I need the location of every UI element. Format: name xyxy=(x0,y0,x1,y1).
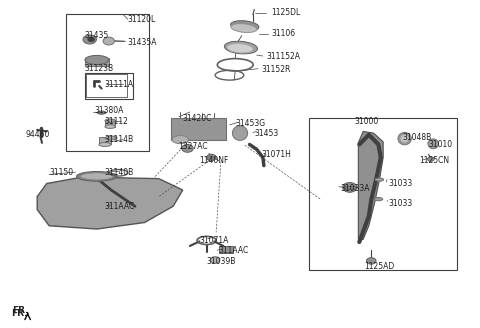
Ellipse shape xyxy=(99,143,111,146)
Text: 31435: 31435 xyxy=(85,31,109,40)
Bar xyxy=(66,14,149,151)
Circle shape xyxy=(206,154,216,161)
Ellipse shape xyxy=(97,111,106,114)
Ellipse shape xyxy=(105,125,116,128)
Ellipse shape xyxy=(105,136,117,140)
Text: 31071H: 31071H xyxy=(262,150,291,159)
Text: 1125DL: 1125DL xyxy=(271,8,300,17)
Text: 31048B: 31048B xyxy=(402,133,432,142)
Polygon shape xyxy=(37,177,183,229)
Text: 311AAC: 311AAC xyxy=(104,202,134,211)
Bar xyxy=(345,186,355,189)
Text: 31123B: 31123B xyxy=(85,64,114,72)
Ellipse shape xyxy=(428,139,439,149)
Text: 1327AC: 1327AC xyxy=(178,142,207,151)
Ellipse shape xyxy=(232,126,248,140)
Bar xyxy=(105,120,116,127)
Text: 31033: 31033 xyxy=(388,179,412,188)
Circle shape xyxy=(182,145,193,152)
Text: 1140NF: 1140NF xyxy=(199,156,229,165)
Ellipse shape xyxy=(76,172,117,181)
Ellipse shape xyxy=(400,134,409,143)
Ellipse shape xyxy=(224,41,258,54)
Text: 31111A: 31111A xyxy=(104,80,133,89)
Text: FR.: FR. xyxy=(12,306,28,315)
Text: 31039B: 31039B xyxy=(206,257,236,266)
Circle shape xyxy=(428,157,434,161)
Circle shape xyxy=(103,37,115,45)
Text: 311152A: 311152A xyxy=(266,52,300,61)
Ellipse shape xyxy=(231,24,257,32)
Circle shape xyxy=(210,257,220,263)
Text: 31033A: 31033A xyxy=(340,184,370,193)
Ellipse shape xyxy=(230,21,259,31)
Bar xyxy=(309,118,457,270)
Text: 31106: 31106 xyxy=(271,30,295,38)
Text: 31114B: 31114B xyxy=(104,135,133,144)
Text: 31152R: 31152R xyxy=(262,65,291,74)
Text: 31380A: 31380A xyxy=(95,106,124,115)
Text: 31453: 31453 xyxy=(254,129,278,138)
Text: 31112: 31112 xyxy=(104,117,128,126)
Text: 31010: 31010 xyxy=(429,140,453,149)
Bar xyxy=(218,246,233,254)
Text: 1125CN: 1125CN xyxy=(419,156,449,165)
Ellipse shape xyxy=(398,133,411,145)
Circle shape xyxy=(343,183,357,192)
Circle shape xyxy=(88,37,95,42)
Text: 31071A: 31071A xyxy=(199,236,229,245)
Ellipse shape xyxy=(80,173,114,180)
Text: 31435A: 31435A xyxy=(128,37,157,47)
Text: 31120L: 31120L xyxy=(128,15,156,24)
Text: FR.: FR. xyxy=(11,309,27,318)
Bar xyxy=(85,73,132,99)
Text: 31033: 31033 xyxy=(388,198,412,208)
PathPatch shape xyxy=(359,132,383,239)
Bar xyxy=(171,118,226,140)
Circle shape xyxy=(83,35,96,44)
Text: 311AAC: 311AAC xyxy=(218,246,249,255)
Ellipse shape xyxy=(374,197,383,201)
Text: 1125AD: 1125AD xyxy=(364,262,395,271)
Text: 94460: 94460 xyxy=(25,130,49,139)
Text: 31150: 31150 xyxy=(49,168,73,177)
Ellipse shape xyxy=(375,178,384,181)
Text: 31453G: 31453G xyxy=(235,119,265,128)
Ellipse shape xyxy=(105,119,116,123)
Ellipse shape xyxy=(172,135,189,144)
Ellipse shape xyxy=(85,55,109,65)
Text: 31420C: 31420C xyxy=(183,114,212,123)
Bar xyxy=(86,74,127,97)
Circle shape xyxy=(366,258,376,264)
Ellipse shape xyxy=(227,44,253,53)
Text: 31000: 31000 xyxy=(355,117,379,126)
Bar xyxy=(99,137,111,145)
Text: 31140B: 31140B xyxy=(104,168,133,177)
Bar xyxy=(85,58,109,67)
